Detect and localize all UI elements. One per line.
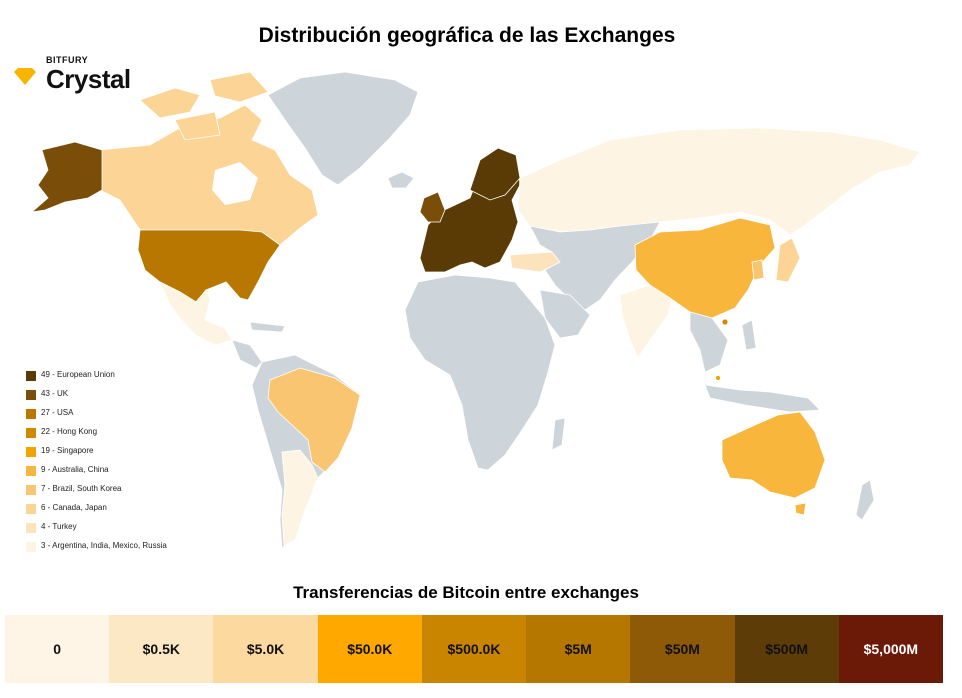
water-hudson-bay <box>212 162 258 205</box>
region-china <box>634 217 776 319</box>
legend-swatch <box>26 466 36 476</box>
scale-bin: $5,000M <box>838 615 943 683</box>
region-alaska <box>30 141 103 213</box>
legend-label: 9 - Australia, China <box>41 465 109 474</box>
legend-label: 27 - USA <box>41 408 74 417</box>
region-africa <box>404 274 556 471</box>
region-india <box>619 284 673 359</box>
region-central-america <box>231 339 263 369</box>
region-uk <box>419 191 446 223</box>
region-canada-islands <box>139 71 269 141</box>
scale-title: Transferencias de Bitcoin entre exchange… <box>293 583 639 602</box>
scale-bin: $5.0K <box>213 615 318 683</box>
region-tasmania <box>794 502 807 516</box>
legend-swatch <box>26 371 36 381</box>
region-usa <box>137 229 281 303</box>
legend-swatch <box>26 447 36 457</box>
legend-swatch <box>26 504 36 514</box>
legend-label: 49 - European Union <box>41 370 115 379</box>
legend-swatch <box>26 542 36 552</box>
region-greenland <box>267 71 419 186</box>
scale-bin: $500.0K <box>421 615 527 683</box>
diamond-logo-icon <box>14 68 36 85</box>
scale-bin: $0.5K <box>109 615 214 683</box>
legend-label: 22 - Hong Kong <box>41 427 98 436</box>
map-title: Distribución geográfica de las Exchanges <box>258 24 676 47</box>
legend-label: 7 - Brazil, South Korea <box>41 484 122 493</box>
scale-bin: $50M <box>630 615 735 683</box>
legend-label: 19 - Singapore <box>41 446 94 455</box>
legend-swatch <box>26 390 36 400</box>
region-caribbean <box>249 321 286 333</box>
legend-swatch <box>26 409 36 419</box>
region-mexico <box>159 281 233 346</box>
legend-swatch <box>26 428 36 438</box>
region-philippines <box>741 319 757 351</box>
region-russia <box>517 127 921 236</box>
scale-bin: $500M <box>734 615 839 683</box>
region-singapore <box>715 375 721 381</box>
scale-bin: $50.0K <box>317 615 422 683</box>
region-madagascar <box>551 417 566 451</box>
brand-name: Crystal <box>46 64 131 94</box>
legend-swatch <box>26 485 36 495</box>
scale-bin: $5M <box>526 615 631 683</box>
world-map <box>30 71 921 549</box>
region-new-zealand <box>855 479 875 521</box>
region-arabia <box>539 289 591 339</box>
legend-label: 6 - Canada, Japan <box>41 503 107 512</box>
bitfury-crystal-logo: BITFURY Crystal <box>12 52 142 96</box>
region-south-korea <box>751 259 765 281</box>
region-middle-asia <box>529 221 661 311</box>
region-iceland <box>387 171 415 189</box>
region-australia <box>721 411 826 499</box>
region-argentina <box>281 449 319 547</box>
brand-small-label: BITFURY <box>46 55 89 65</box>
legend-label: 43 - UK <box>41 389 69 398</box>
region-japan <box>775 237 801 283</box>
region-indonesia <box>704 384 821 413</box>
legend-label: 4 - Turkey <box>41 522 77 531</box>
region-scandinavia <box>469 147 521 201</box>
transfer-scale: 0 $0.5K $5.0K $50.0K $500.0K $5M $50M $500M $5,0… <box>5 615 943 683</box>
region-hong-kong <box>721 318 729 326</box>
region-southeast-asia <box>689 311 729 373</box>
legend-label: 3 - Argentina, India, Mexico, Russia <box>41 541 167 550</box>
scale-bin: 0 <box>5 615 110 683</box>
region-brazil <box>267 367 361 473</box>
legend-swatch <box>26 523 36 533</box>
